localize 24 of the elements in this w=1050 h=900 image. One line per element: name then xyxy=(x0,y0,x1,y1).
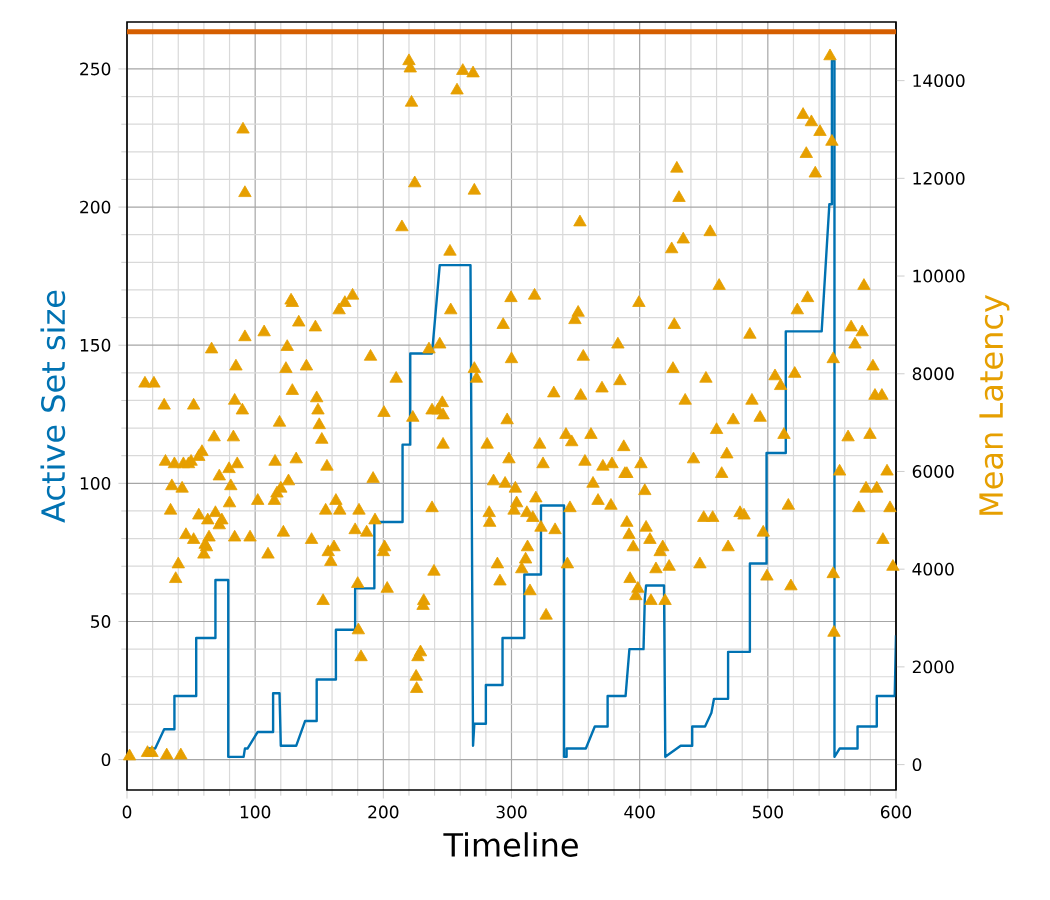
y-tick-label: 50 xyxy=(91,615,111,628)
y2-tick-label: 6000 xyxy=(912,465,954,478)
y2-tick-label: 0 xyxy=(912,758,922,772)
x-tick-label: 0 xyxy=(122,805,132,819)
y-axis-title: Active Set size xyxy=(40,290,66,523)
y-tick-label: 250 xyxy=(80,62,111,76)
x-tick-label: 300 xyxy=(496,805,527,819)
y2-axis-title: Mean Latency xyxy=(979,295,1010,515)
y-tick-label: 200 xyxy=(80,200,111,214)
y2-tick-label: 4000 xyxy=(912,562,954,576)
x-tick-label: 200 xyxy=(368,805,399,819)
y2-tick-label: 14000 xyxy=(913,74,965,88)
y2-tick-label: 2000 xyxy=(912,660,954,674)
x-tick-label: 400 xyxy=(624,805,655,819)
y2-tick-label: 10000 xyxy=(913,269,965,283)
y2-tick-label: 12000 xyxy=(913,171,965,185)
x-tick-label: 500 xyxy=(752,805,783,819)
y-tick-label: 100 xyxy=(80,476,111,490)
y-tick-label: 150 xyxy=(80,338,111,352)
x-axis-title: Timeline xyxy=(443,832,578,857)
x-tick-label: 100 xyxy=(240,805,271,819)
x-tick-label: 600 xyxy=(880,805,912,819)
y-tick-label: 0 xyxy=(101,753,111,767)
y2-tick-label: 8000 xyxy=(912,367,954,381)
